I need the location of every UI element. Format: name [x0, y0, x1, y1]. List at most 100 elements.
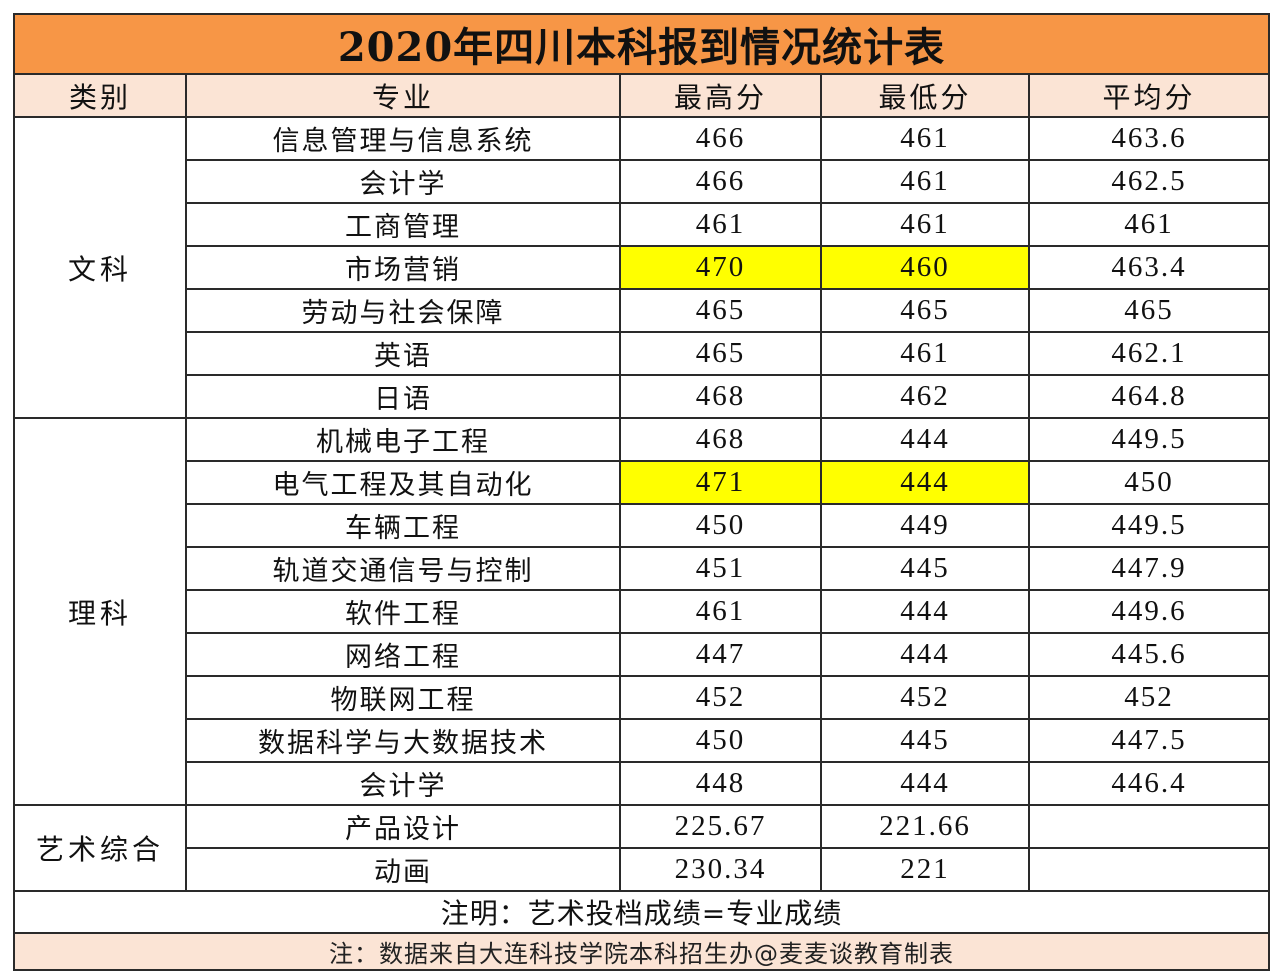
min-score-cell: 462: [820, 374, 1030, 419]
table-row: 日语 468 462 464.8: [14, 374, 1271, 419]
major-cell: 日语: [185, 374, 621, 419]
table-row: 工商管理 461 461 461: [14, 202, 1271, 247]
max-score-cell: 452: [619, 675, 822, 720]
major-cell: 市场营销: [185, 245, 621, 290]
min-score-cell: 444: [820, 589, 1030, 634]
category-cell-liberal-arts: 文科: [13, 116, 187, 419]
max-score-cell: 448: [619, 761, 822, 806]
table-title: 2020年四川本科报到情况统计表: [12, 13, 1271, 75]
major-cell: 工商管理: [185, 202, 621, 247]
table-row: 理科 机械电子工程 468 444 449.5: [13, 417, 1271, 806]
min-score-cell: 445: [820, 718, 1030, 763]
max-score-cell: 468: [619, 417, 822, 462]
table-row: 数据科学与大数据技术 450 445 447.5: [14, 718, 1271, 763]
min-score-cell: 461: [820, 159, 1030, 204]
header-row: 类别 专业 最高分 最低分 平均分: [13, 73, 1271, 118]
table-row: 轨道交通信号与控制 451 445 447.9: [14, 546, 1271, 591]
max-score-cell-highlighted: 470: [619, 245, 822, 290]
min-score-cell: 461: [820, 116, 1030, 161]
avg-score-cell: 447.5: [1027, 718, 1271, 763]
avg-score-cell: 465: [1027, 288, 1271, 333]
table-row: 劳动与社会保障 465 465 465: [14, 288, 1271, 333]
table-row: 文科 信息管理与信息系统 466 461 463.6: [13, 116, 1271, 419]
table-row: 英语 465 461 462.1: [14, 331, 1271, 376]
min-score-cell: 452: [820, 675, 1030, 720]
max-score-cell: 465: [619, 331, 822, 376]
major-cell: 软件工程: [185, 589, 621, 634]
header-min-score: 最低分: [820, 73, 1030, 118]
max-score-cell: 450: [619, 718, 822, 763]
major-cell: 机械电子工程: [185, 417, 621, 462]
min-score-cell: 444: [820, 632, 1030, 677]
major-cell: 产品设计: [185, 804, 621, 849]
data-source: 注：数据来自大连科技学院本科招生办@麦麦谈教育制表: [12, 932, 1271, 971]
table-row: 网络工程 447 444 445.6: [14, 632, 1271, 677]
avg-score-cell: 464.8: [1027, 374, 1271, 419]
min-score-cell: 444: [820, 417, 1030, 462]
major-cell: 劳动与社会保障: [185, 288, 621, 333]
min-score-cell-highlighted: 444: [820, 460, 1030, 505]
header-major: 专业: [185, 73, 621, 118]
table-row: 会计学 448 444 446.4: [14, 761, 1271, 806]
min-score-cell-highlighted: 460: [820, 245, 1030, 290]
major-cell: 车辆工程: [185, 503, 621, 548]
admission-stats-table: 2020年四川本科报到情况统计表 类别 专业 最高分 最低分 平均分 文科 信息…: [12, 13, 1271, 971]
max-score-cell: 468: [619, 374, 822, 419]
avg-score-cell: 449.6: [1027, 589, 1271, 634]
max-score-cell: 466: [619, 116, 822, 161]
max-score-cell: 447: [619, 632, 822, 677]
major-cell: 电气工程及其自动化: [185, 460, 621, 505]
min-score-cell: 445: [820, 546, 1030, 591]
min-score-cell: 465: [820, 288, 1030, 333]
max-score-cell: 466: [619, 159, 822, 204]
avg-score-cell: 463.4: [1027, 245, 1271, 290]
major-cell: 网络工程: [185, 632, 621, 677]
avg-score-cell: 452: [1027, 675, 1271, 720]
max-score-cell: 465: [619, 288, 822, 333]
avg-score-cell: [1027, 804, 1271, 849]
table-row: 电气工程及其自动化 471 444 450: [14, 460, 1271, 505]
major-cell: 动画: [185, 847, 621, 892]
avg-score-cell: 446.4: [1027, 761, 1271, 806]
min-score-cell: 449: [820, 503, 1030, 548]
min-score-cell: 461: [820, 331, 1030, 376]
major-cell: 英语: [185, 331, 621, 376]
table-note: 注明：艺术投档成绩=专业成绩: [12, 890, 1271, 934]
table-row: 市场营销 470 460 463.4: [14, 245, 1271, 290]
header-avg-score: 平均分: [1027, 73, 1271, 118]
major-cell: 会计学: [185, 761, 621, 806]
avg-score-cell: 450: [1027, 460, 1271, 505]
avg-score-cell: 447.9: [1027, 546, 1271, 591]
table-row: 会计学 466 461 462.5: [14, 159, 1271, 204]
min-score-cell: 444: [820, 761, 1030, 806]
major-cell: 物联网工程: [185, 675, 621, 720]
category-cell-science: 理科: [13, 417, 187, 806]
min-score-cell: 461: [820, 202, 1030, 247]
major-cell: 数据科学与大数据技术: [185, 718, 621, 763]
avg-score-cell: 445.6: [1027, 632, 1271, 677]
max-score-cell: 461: [619, 202, 822, 247]
avg-score-cell: [1027, 847, 1271, 892]
max-score-cell: 461: [619, 589, 822, 634]
max-score-cell: 230.34: [619, 847, 822, 892]
avg-score-cell: 462.5: [1027, 159, 1271, 204]
table-row: 车辆工程 450 449 449.5: [14, 503, 1271, 548]
max-score-cell: 225.67: [619, 804, 822, 849]
max-score-cell-highlighted: 471: [619, 460, 822, 505]
avg-score-cell: 462.1: [1027, 331, 1271, 376]
avg-score-cell: 463.6: [1027, 116, 1271, 161]
table-row: 物联网工程 452 452 452: [14, 675, 1271, 720]
table-row: 软件工程 461 444 449.6: [14, 589, 1271, 634]
major-cell: 会计学: [185, 159, 621, 204]
min-score-cell: 221: [820, 847, 1030, 892]
max-score-cell: 451: [619, 546, 822, 591]
min-score-cell: 221.66: [820, 804, 1030, 849]
header-category: 类别: [13, 73, 187, 118]
header-max-score: 最高分: [619, 73, 822, 118]
category-cell-art: 艺术综合: [13, 804, 187, 892]
avg-score-cell: 449.5: [1027, 417, 1271, 462]
table-row: 动画 230.34 221: [14, 847, 1271, 892]
avg-score-cell: 449.5: [1027, 503, 1271, 548]
table-row: 艺术综合 产品设计 225.67 221.66: [13, 804, 1271, 892]
max-score-cell: 450: [619, 503, 822, 548]
